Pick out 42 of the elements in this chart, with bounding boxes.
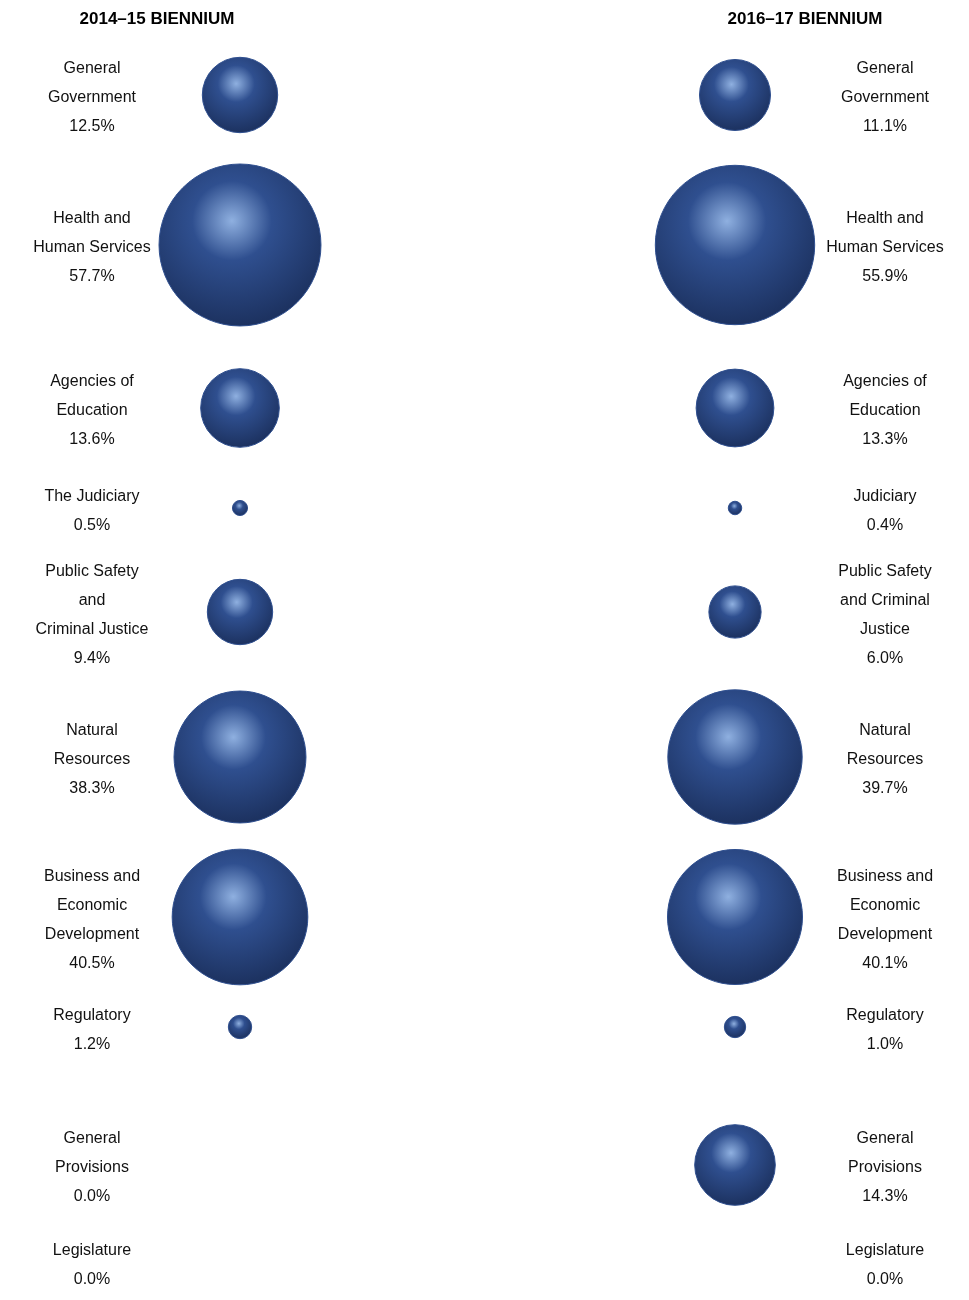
data-label: 0.0% — [73, 1269, 111, 1287]
category-label: General Government — [840, 59, 930, 105]
category-label: General Provisions — [55, 1129, 129, 1175]
data-label: 0.5% — [73, 515, 111, 533]
data-label: 14.3% — [862, 1187, 908, 1204]
category-label: Regulatory — [846, 1005, 924, 1023]
data-label: 40.5% — [69, 953, 115, 971]
data-label: 40.1% — [862, 953, 908, 971]
category-label: General Provisions — [848, 1129, 922, 1175]
data-label: 9.4% — [73, 648, 111, 666]
data-label: 11.1% — [862, 117, 908, 134]
category-label: Business and Economic Development — [836, 866, 934, 942]
data-label: 13.3% — [862, 430, 908, 447]
data-label: 38.3% — [69, 779, 115, 796]
category-label: Public Safety and Criminal Justice — [35, 561, 149, 637]
category-label: Health and Human Services — [826, 209, 944, 255]
category-label: Health and Human Services — [33, 209, 151, 255]
category-label: Legislature — [845, 1240, 925, 1258]
data-label: 0.0% — [866, 1269, 904, 1287]
data-label: 0.0% — [73, 1187, 111, 1204]
data-label: 13.6% — [69, 430, 115, 447]
category-label: Natural Resources — [846, 721, 924, 767]
category-label: Agencies of Education — [50, 372, 135, 418]
category-label: Agencies of Education — [843, 372, 928, 418]
data-label: 57.7% — [69, 267, 115, 284]
category-label: Judiciary — [853, 486, 917, 504]
category-label: Business and Economic Development — [43, 866, 141, 942]
category-label: Regulatory — [53, 1005, 131, 1023]
category-label: General Government — [47, 59, 137, 105]
data-label: 0.4% — [866, 515, 904, 533]
text: 2014–15 BIENNIUM — [79, 9, 235, 28]
data-label: 39.7% — [862, 779, 908, 796]
data-label: 55.9% — [862, 267, 908, 284]
category-label: Natural Resources — [53, 721, 131, 767]
text: 2016–17 BIENNIUM — [727, 9, 883, 28]
data-label: 12.5% — [69, 117, 115, 134]
category-label: Public Safety and Criminal Justice — [838, 561, 932, 637]
category-label: The Judiciary — [44, 486, 140, 504]
data-label: 6.0% — [866, 648, 904, 666]
data-label: 1.2% — [73, 1034, 111, 1052]
data-label: 1.0% — [866, 1034, 904, 1052]
category-label: Legislature — [52, 1240, 132, 1258]
